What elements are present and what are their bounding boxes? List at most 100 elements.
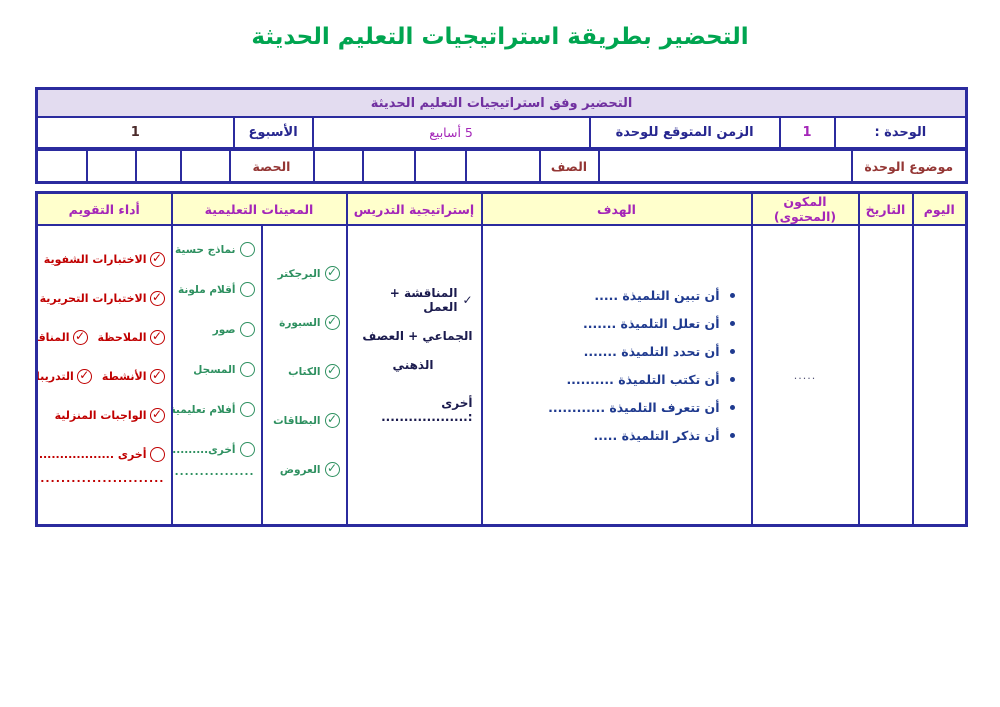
evaluation-option[interactable]: ✓التدريبات [39, 369, 92, 384]
evaluation-label: الواجبات المنزلية [54, 409, 147, 422]
day-cell[interactable] [911, 224, 968, 527]
aid-label: السبورة [279, 316, 321, 329]
aid-option[interactable]: ✓ العروض [267, 462, 340, 477]
strategy-text: المناقشة + العمل [389, 286, 458, 314]
period-input-cell[interactable] [35, 148, 88, 184]
evaluation-option[interactable]: ✓ الاختبارات الشفوية [44, 252, 165, 267]
aid-option[interactable]: ✓ الكتاب [267, 364, 340, 379]
lesson-plan-document: التحضير وفق استراتيجيات التعليم الحديثة … [35, 87, 969, 527]
bullet-icon [729, 377, 735, 382]
page-title: التحضير بطريقة استراتيجيات التعليم الحدي… [251, 24, 749, 50]
aid-option[interactable]: أقلام ملونة [177, 282, 255, 297]
evaluation-option[interactable]: ✓المناقشة [38, 330, 88, 345]
aid-option[interactable]: ✓ البرجكتر [267, 266, 340, 281]
bullet-icon [729, 433, 735, 438]
aid-option[interactable]: صور [177, 322, 255, 337]
aid-label: أفلام تعليمية [171, 403, 236, 416]
date-cell[interactable] [857, 224, 914, 527]
evaluation-option[interactable]: ✓ الملاحظة [98, 330, 165, 345]
aid-option[interactable]: ✓ السبورة [267, 315, 340, 330]
aid-option[interactable]: ✓ البطاقات [267, 413, 340, 428]
strategy-line: الذهني [354, 358, 473, 372]
aid-label: صور [212, 323, 236, 336]
info-table: التحضير وفق استراتيجيات التعليم الحديثة … [35, 87, 969, 150]
evaluation-option[interactable]: ✓ الاختبارات التحريرية [40, 291, 165, 306]
checkbox-checked-icon: ✓ [324, 266, 340, 281]
strategy-line: الجماعي + العصف [354, 329, 472, 343]
evaluation-extra-dots: .............................. [39, 472, 165, 485]
objective-item: أن تعلل التلميذة ....... [523, 316, 735, 331]
checkbox-empty-icon [239, 322, 255, 337]
period-label: الحصة [228, 148, 315, 184]
aids-unchecked-column: نماذج حسية أقلام ملونة صور المسجل أفلام … [174, 227, 261, 524]
header-objective: الهدف [480, 191, 753, 226]
check-icon: ✓ [462, 293, 473, 307]
checkbox-checked-icon: ✓ [149, 408, 165, 423]
checkbox-empty-icon [239, 282, 255, 297]
aid-label: العروض [279, 463, 321, 476]
unit-value: 1 [778, 116, 836, 150]
checkbox-empty-icon [239, 362, 255, 377]
aids-extra-dots: ..................... [174, 466, 255, 478]
evaluation-row: أخرى .................... [39, 447, 165, 462]
component-cell[interactable]: ..... [750, 224, 860, 527]
objective-text: أن تذكر التلميذة ..... [593, 428, 720, 443]
objective-text: أن تعلل التلميذة ....... [582, 316, 720, 331]
topic-row-table: موضوع الوحدة الصف الحصة [35, 148, 968, 184]
checkbox-checked-icon: ✓ [149, 330, 165, 345]
checkbox-empty-icon [239, 402, 255, 417]
class-input-cell[interactable] [312, 148, 364, 184]
unit-label: الوحدة : [833, 116, 968, 150]
evaluation-checklist: ✓ الاختبارات الشفوية ✓ الاختبارات التحريري… [38, 227, 170, 485]
topic-input-cell[interactable] [597, 148, 853, 184]
strategy-content: ✓ المناقشة + العمل الجماعي + العصف الذهني… [349, 227, 480, 424]
component-placeholder-dots: ..... [793, 368, 817, 382]
week-label: الأسبوع [232, 116, 314, 150]
objective-cell: أن تبين التلميذة ..... أن تعلل التلميذة … [480, 224, 753, 527]
duration-value: 5 أسابيع [311, 116, 591, 150]
period-input-cell[interactable] [85, 148, 137, 184]
checkbox-checked-icon: ✓ [324, 364, 340, 379]
header-aids: المعينات التعليمية [170, 191, 348, 226]
bullet-icon [729, 349, 735, 354]
objective-item: أن تذكر التلميذة ..... [523, 428, 735, 443]
evaluation-label: الملاحظة [97, 331, 147, 344]
evaluation-label: التدريبات [39, 370, 74, 383]
period-input-cell[interactable] [179, 148, 231, 184]
checkbox-empty-icon [239, 242, 255, 257]
aid-option[interactable]: نماذج حسية [175, 242, 255, 257]
evaluation-option[interactable]: ✓ الواجبات المنزلية [55, 408, 165, 423]
strategy-cell: ✓ المناقشة + العمل الجماعي + العصف الذهني… [345, 224, 483, 527]
header-evaluation: أداء التقويم [35, 191, 173, 226]
class-input-cell[interactable] [361, 148, 416, 184]
header-day: اليوم [911, 191, 968, 226]
strategy-other-line[interactable]: أخرى :................... [354, 396, 472, 424]
bullet-icon [729, 321, 735, 326]
evaluation-option-other[interactable]: أخرى .................... [39, 447, 165, 462]
checkbox-checked-icon: ✓ [149, 291, 165, 306]
evaluation-option[interactable]: ✓ الأنشطة [102, 369, 165, 384]
header-component: المكون (المحتوى) [750, 191, 860, 226]
evaluation-row: ✓ الاختبارات التحريرية [40, 291, 165, 306]
objective-item: أن تتعرف التلميذة ............ [523, 400, 735, 415]
aid-option[interactable]: أفلام تعليمية [174, 402, 255, 417]
aid-label: المسجل [193, 363, 236, 376]
aid-option-other[interactable]: أخرى......... [174, 442, 255, 457]
objective-text: أن تكتب التلميذة .......... [566, 372, 720, 387]
class-input-cell[interactable] [464, 148, 541, 184]
aid-option[interactable]: المسجل [177, 362, 255, 377]
aids-columns: ✓ البرجكتر ✓ السبورة ✓ الكتاب ✓ البطاقات ✓ ال… [174, 226, 345, 524]
period-input-cell[interactable] [134, 148, 182, 184]
evaluation-label: الاختبارات الشفوية [43, 253, 147, 266]
aid-label: أقلام ملونة [178, 283, 236, 296]
class-input-cell[interactable] [413, 148, 467, 184]
evaluation-label: المناقشة [38, 331, 70, 344]
header-strategy: إستراتيجية التدريس [345, 191, 483, 226]
aid-label: أخرى......... [172, 443, 236, 456]
aids-cell: ✓ البرجكتر ✓ السبورة ✓ الكتاب ✓ البطاقات ✓ ال… [170, 224, 348, 527]
objectives-list: أن تبين التلميذة ..... أن تعلل التلميذة … [484, 227, 750, 443]
checkbox-empty-icon [149, 447, 165, 462]
evaluation-row: ✓ الواجبات المنزلية [44, 408, 165, 423]
planning-table: اليوم التاريخ المكون (المحتوى) الهدف إست… [35, 191, 968, 527]
aids-checked-column: ✓ البرجكتر ✓ السبورة ✓ الكتاب ✓ البطاقات ✓ ال… [260, 226, 345, 524]
